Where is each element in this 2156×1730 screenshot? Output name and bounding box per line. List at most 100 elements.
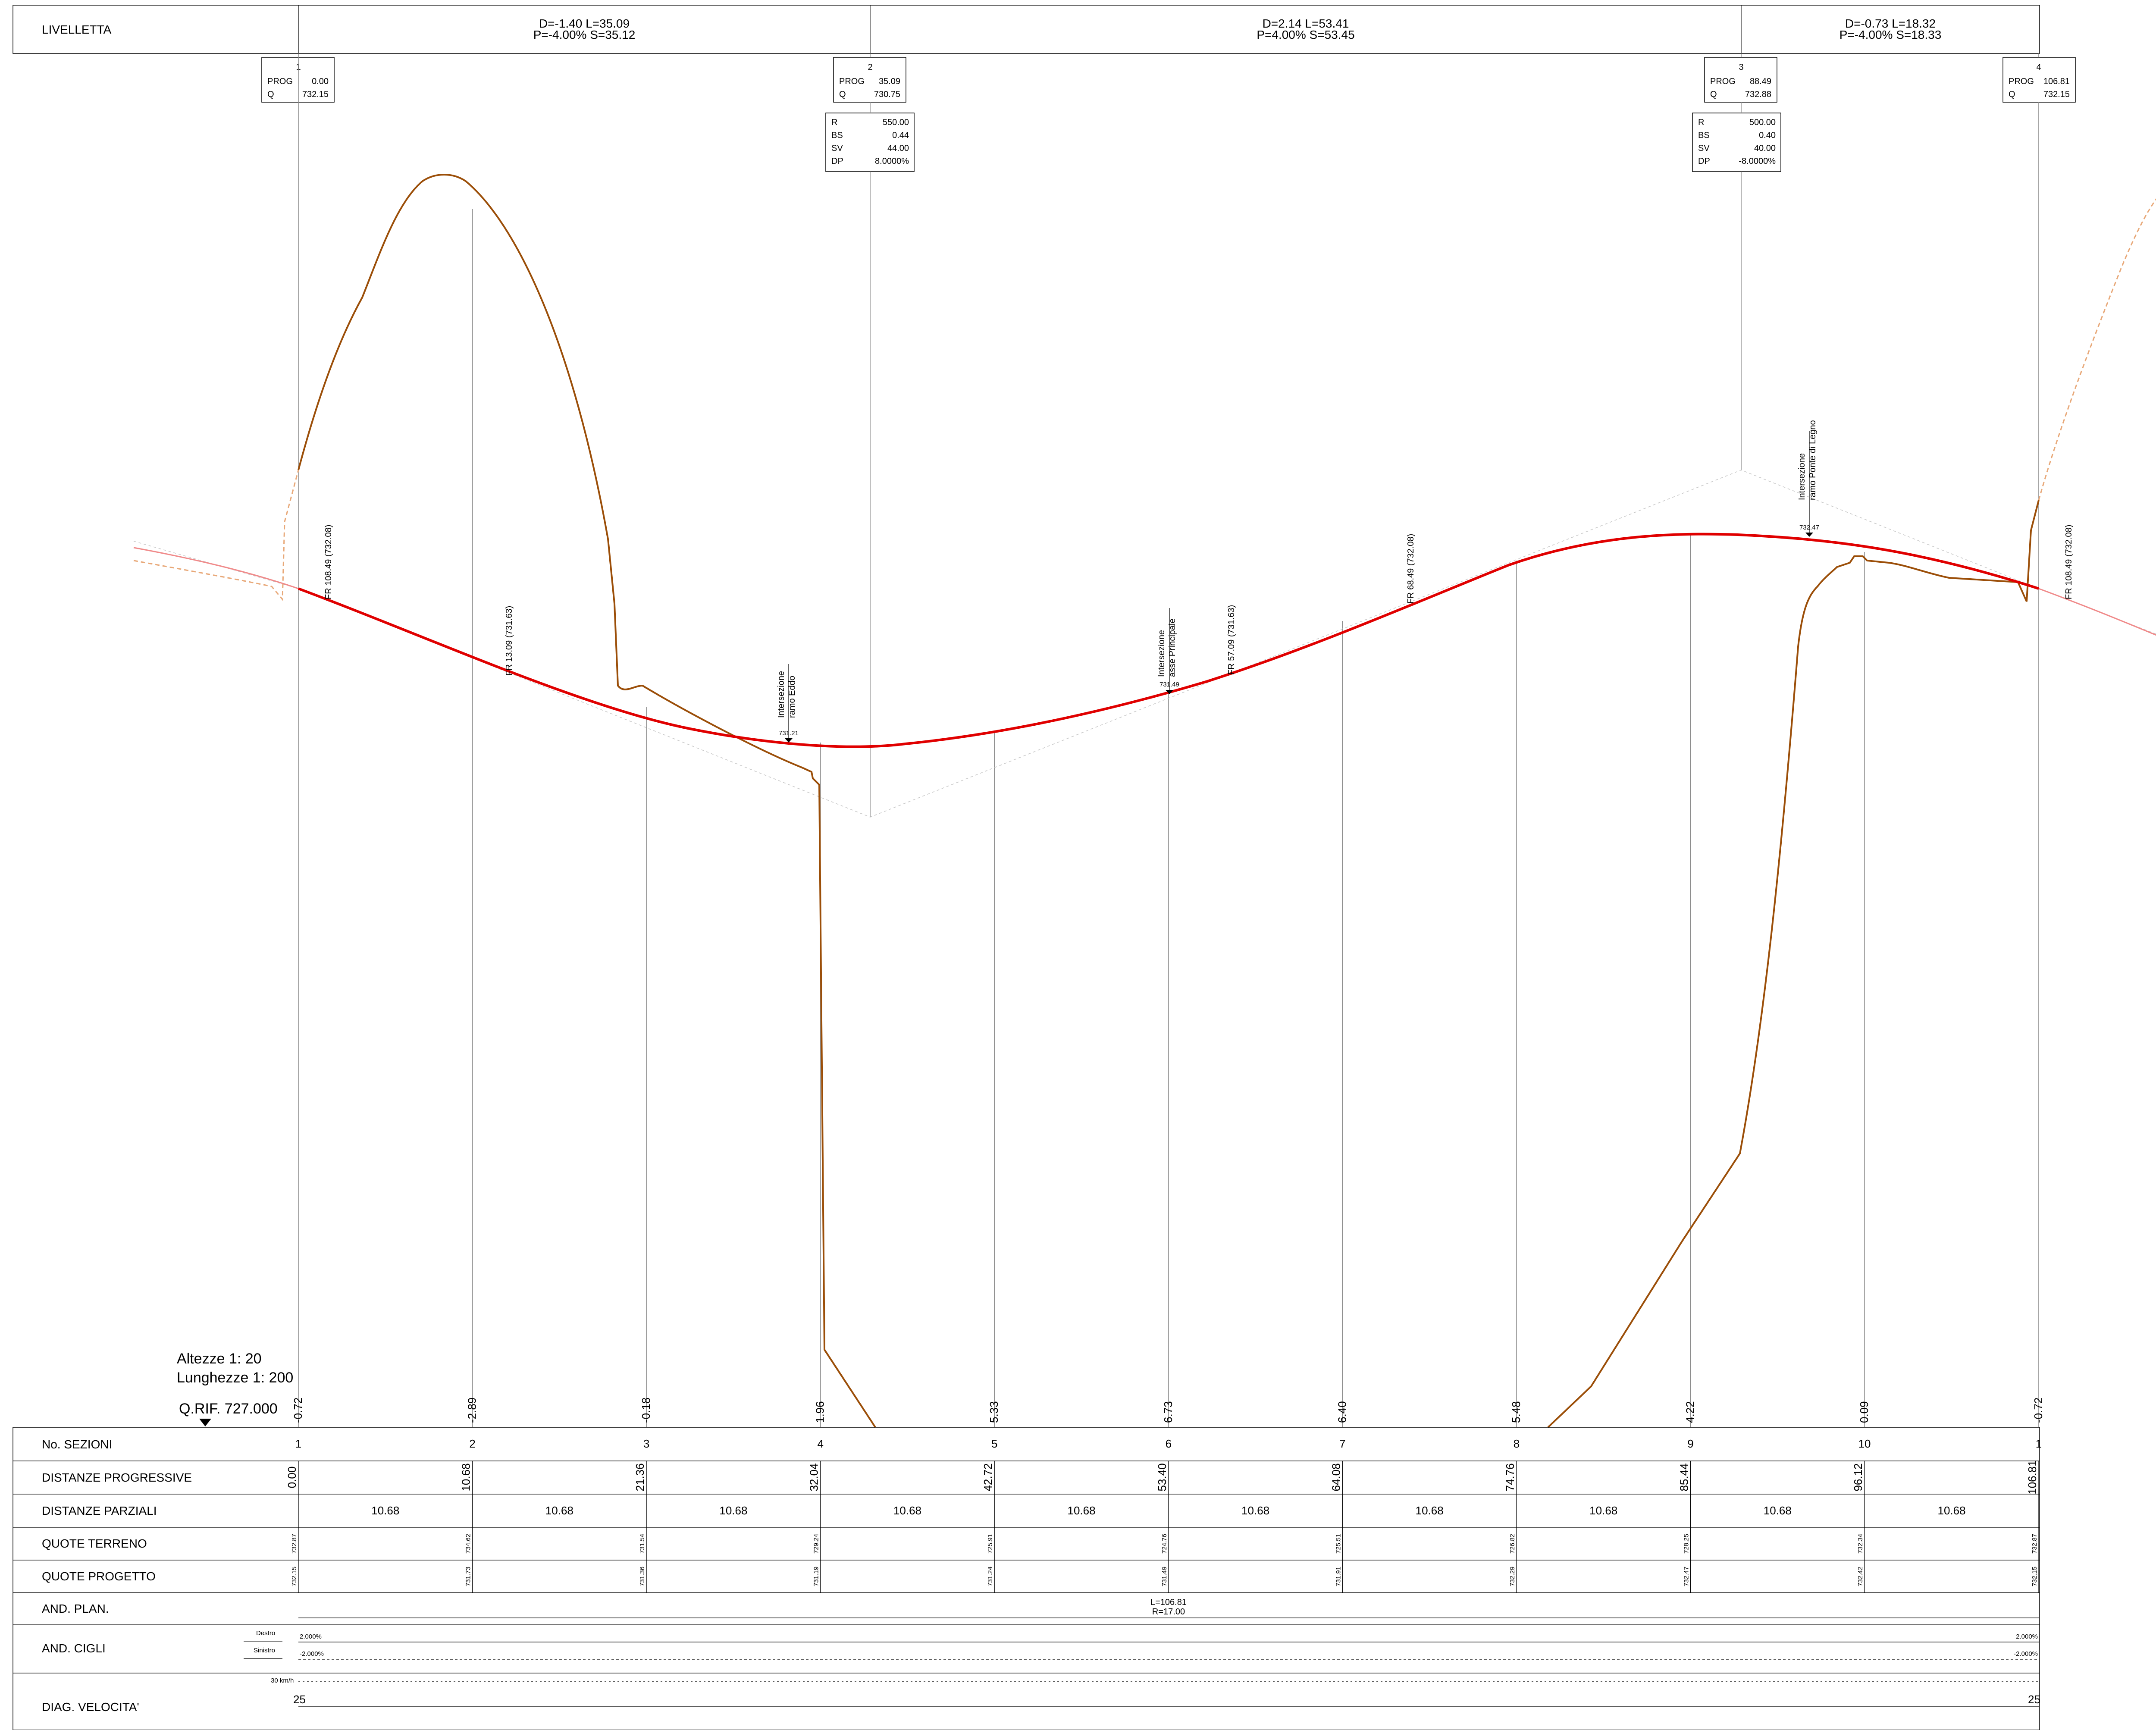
segment-3-line2: P=-4.00% S=18.33	[1839, 28, 1942, 41]
curve-1-sv: 44.00	[887, 144, 909, 153]
intersection-2-line1: Intersezione	[1157, 630, 1166, 677]
ground-profile	[133, 174, 2156, 1428]
and-plan-radius: R=17.00	[1152, 1607, 1185, 1617]
progressive-distance: 74.76	[1504, 1463, 1517, 1491]
row-label-diag-velocita: DIAG. VELOCITA'	[42, 1700, 139, 1714]
progressive-distance: 85.44	[1677, 1463, 1690, 1491]
vertex-box-1: 1 PROG 0.00 Q 732.15	[261, 57, 335, 103]
row-label-distanze-parziali: DISTANZE PARZIALI	[42, 1504, 157, 1517]
vertex-box-3: 3 PROG 88.49 Q 732.88	[1704, 57, 1777, 103]
quota-progetto: 732.15	[2031, 1567, 2038, 1586]
partial-distance: 10.68	[1589, 1504, 1617, 1517]
cigli-destro-start: 2.000%	[300, 1633, 322, 1640]
vertex-4-q-label: Q	[2009, 90, 2015, 99]
vertex-3-q-label: Q	[1710, 90, 1717, 99]
intersection-2-line2: asse Principale	[1168, 618, 1177, 677]
grade-right-extension	[2038, 588, 2156, 636]
difference-label: -0.72	[2032, 1398, 2045, 1423]
intersection-1-line2: ramo Eddo	[787, 676, 797, 718]
curve-2-r: 500.00	[1749, 118, 1776, 127]
reference-quota: Q.RIF. 727.000	[179, 1401, 278, 1417]
quota-progetto: 731.49	[1161, 1567, 1168, 1586]
progressive-distance: 21.36	[633, 1463, 646, 1491]
partial-distance: 10.68	[893, 1504, 921, 1517]
section-number: 1	[295, 1437, 301, 1450]
progressive-distance: 32.04	[808, 1463, 821, 1491]
vertex-4-q: 732.15	[2043, 90, 2070, 99]
scale-altezze: Altezze 1: 20	[177, 1351, 262, 1367]
curve-1-dp: 8.0000%	[875, 157, 909, 166]
section-number: 5	[991, 1437, 997, 1450]
row-label-and-plan: AND. PLAN.	[42, 1602, 109, 1615]
curve-2-r-label: R	[1698, 118, 1704, 127]
curve-2-dp: -8.0000%	[1739, 157, 1776, 166]
curve-2-dp-label: DP	[1698, 157, 1710, 166]
grade-line	[298, 533, 2039, 748]
vertex-box-2: 2 PROG 35.09 Q 730.75	[833, 57, 906, 103]
difference-label: 5.33	[987, 1401, 1000, 1423]
quota-terreno: 725.91	[987, 1534, 994, 1554]
intersection-1-elevation: 731.21	[779, 730, 799, 737]
curve-box-1: R 550.00 BS 0.44 SV 44.00 DP 8.0000%	[825, 113, 915, 172]
vertex-3-q: 732.88	[1745, 90, 1771, 99]
intersection-markers: Intersezione ramo Eddo 731.21 Intersezio…	[777, 420, 1819, 743]
ground-profile-right-extension	[2038, 198, 2156, 501]
difference-label: 1.96	[814, 1401, 827, 1423]
reference-label-3: FR 57.09 (731.63)	[1227, 605, 1236, 675]
segment-2-line2: P=4.00% S=53.45	[1257, 28, 1354, 41]
section-number: 8	[1514, 1437, 1520, 1450]
quota-terreno: 734.62	[465, 1534, 472, 1554]
progressive-distance: 64.08	[1329, 1463, 1342, 1491]
velocity-unit: 30 km/h	[271, 1677, 294, 1684]
quota-progetto: 731.19	[813, 1567, 820, 1586]
difference-label: -2.89	[466, 1398, 479, 1423]
difference-label: 6.40	[1335, 1401, 1348, 1423]
scale-notes: Altezze 1: 20 Lunghezze 1: 200 Q.RIF. 72…	[177, 1351, 293, 1426]
grade-profile	[133, 533, 2156, 748]
quota-progetto: 732.29	[1509, 1567, 1516, 1586]
progressive-distance: 106.81	[2026, 1460, 2039, 1495]
reference-label-5: FR 108.49 (732.08)	[2064, 525, 2074, 599]
vertex-1-q-label: Q	[267, 90, 274, 99]
quota-progetto: 731.36	[639, 1567, 646, 1586]
partial-distance: 10.68	[719, 1504, 747, 1517]
section-lines	[472, 209, 1865, 1427]
curve-1-bs-label: BS	[831, 131, 843, 140]
vertex-1-q: 732.15	[302, 90, 329, 99]
difference-label: 0.09	[1858, 1401, 1871, 1423]
quota-progetto: 731.73	[465, 1567, 472, 1586]
vertex-4-prog: 106.81	[2043, 77, 2070, 86]
quota-terreno: 726.82	[1509, 1534, 1516, 1554]
vertex-2-prog-label: PROG	[839, 77, 865, 86]
livelletta-label: LIVELLETTA	[42, 23, 112, 36]
vertex-1-prog: 0.00	[312, 77, 329, 86]
livelletta-header: LIVELLETTA D=-1.40 L=35.09 P=-4.00% S=35…	[13, 5, 2040, 54]
partial-distance: 10.68	[545, 1504, 573, 1517]
row-label-and-cigli: AND. CIGLI	[42, 1642, 106, 1655]
difference-label: 6.73	[1162, 1401, 1175, 1423]
vertex-4-number: 4	[2036, 63, 2041, 72]
ground-profile-left-extension	[133, 470, 299, 602]
velocity-end: 25	[2028, 1693, 2040, 1706]
vertex-2-prog: 35.09	[879, 77, 900, 86]
quota-terreno: 732.87	[2031, 1534, 2038, 1554]
partial-distance: 10.68	[1241, 1504, 1269, 1517]
curve-2-sv: 40.00	[1754, 144, 1776, 153]
quota-progetto: 731.24	[987, 1567, 994, 1586]
row-label-quote-progetto: QUOTE PROGETTO	[42, 1570, 156, 1583]
difference-labels: -0.72 -2.89 -0.18 1.96 5.33 6.73 6.40 5.48 4.22 0…	[291, 1398, 2045, 1423]
vertex-3-prog: 88.49	[1750, 77, 1771, 86]
cigli-sinistro-end: -2.000%	[2014, 1650, 2038, 1658]
partial-distance: 10.68	[1764, 1504, 1792, 1517]
velocity-start: 25	[293, 1693, 306, 1706]
grade-left-extension	[133, 547, 299, 589]
segment-1-line1: D=-1.40 L=35.09	[539, 17, 630, 30]
intersection-3-elevation: 732.47	[1799, 524, 1819, 531]
vertex-4-prog-label: PROG	[2009, 77, 2034, 86]
vertex-2-number: 2	[868, 63, 872, 72]
cigli-destro-label: Destro	[256, 1630, 275, 1637]
partial-distance: 10.68	[1416, 1504, 1444, 1517]
progressive-distance: 53.40	[1156, 1463, 1169, 1491]
vertex-box-4: 4 PROG 106.81 Q 732.15	[2002, 57, 2076, 103]
vertex-3-prog-label: PROG	[1710, 77, 1736, 86]
